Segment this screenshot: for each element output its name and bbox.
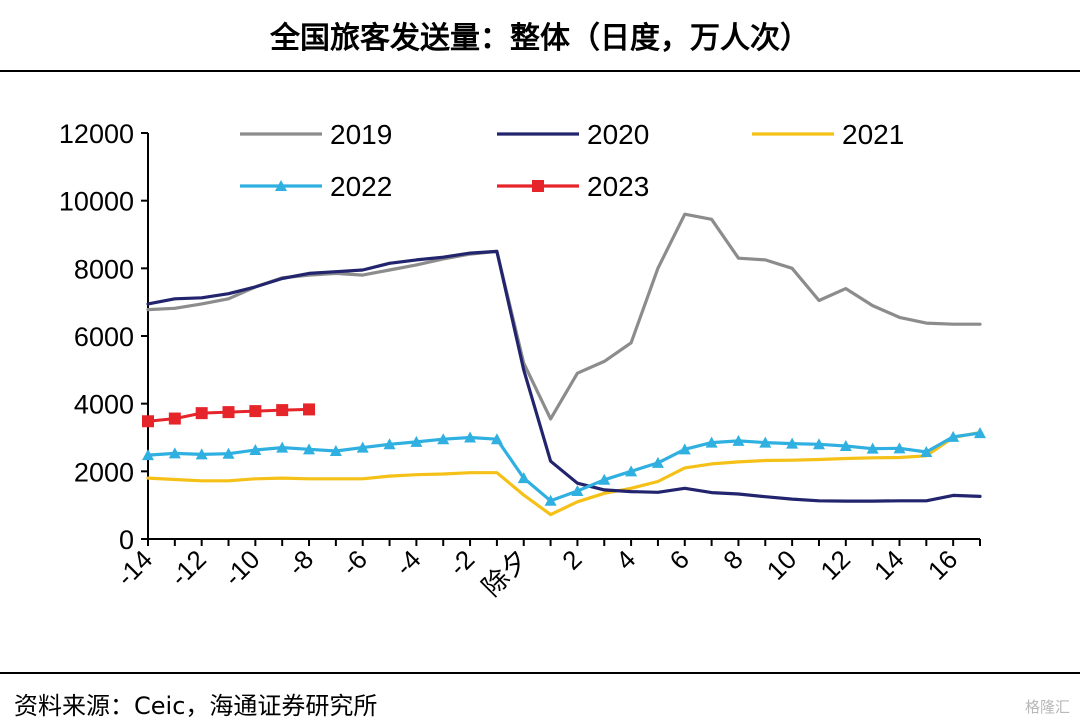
point-2023 bbox=[168, 412, 181, 425]
point-2022 bbox=[410, 435, 423, 447]
y-tick-label: 10000 bbox=[59, 187, 134, 217]
footer: 资料来源：Ceic，海通证券研究所 格隆汇 bbox=[0, 672, 1080, 725]
y-tick-label: 6000 bbox=[74, 322, 134, 352]
x-tick-label: -2 bbox=[443, 544, 481, 582]
point-2022 bbox=[437, 433, 450, 445]
y-tick-label: 4000 bbox=[74, 390, 134, 420]
legend-label-2020: 2020 bbox=[587, 119, 649, 150]
point-2022 bbox=[625, 465, 638, 477]
point-2022 bbox=[598, 473, 611, 485]
point-2022 bbox=[705, 436, 718, 448]
x-tick-label: -6 bbox=[335, 544, 373, 582]
point-2022 bbox=[383, 438, 396, 450]
point-2022 bbox=[329, 445, 342, 457]
point-2023 bbox=[195, 407, 208, 420]
x-tick-label: -10 bbox=[218, 544, 266, 592]
point-2023 bbox=[222, 406, 235, 419]
point-2023 bbox=[303, 403, 316, 416]
point-2022 bbox=[490, 433, 503, 445]
x-tick-label: 2 bbox=[556, 544, 587, 575]
series-line-2019 bbox=[146, 212, 982, 421]
point-2022 bbox=[893, 442, 906, 454]
x-tick-label: -12 bbox=[164, 544, 212, 592]
series-line-2022 bbox=[146, 431, 982, 503]
point-2022 bbox=[544, 494, 557, 506]
y-tick-label: 12000 bbox=[59, 119, 134, 149]
line-chart: 0 2000 4000 6000 8000 10000 12000 -14 -12 -10 -8 -6… bbox=[59, 119, 986, 602]
series-line-2021 bbox=[146, 430, 982, 517]
x-tick-label: 4 bbox=[610, 544, 641, 575]
x-tick-label: -8 bbox=[282, 544, 320, 582]
point-2022 bbox=[464, 431, 477, 443]
point-2022 bbox=[249, 444, 262, 456]
y-tick-label: 0 bbox=[119, 525, 134, 555]
legend-label-2023: 2023 bbox=[587, 171, 649, 202]
point-2022 bbox=[920, 446, 933, 458]
point-2022 bbox=[195, 448, 208, 460]
x-tick-label: 10 bbox=[761, 544, 803, 586]
x-tick-label: -14 bbox=[110, 544, 158, 592]
point-2022 bbox=[571, 484, 584, 496]
legend-label-2019: 2019 bbox=[330, 119, 392, 150]
x-tick-label: 16 bbox=[922, 544, 964, 586]
point-2022 bbox=[839, 439, 852, 451]
point-2022 bbox=[759, 436, 772, 448]
point-2023 bbox=[249, 405, 262, 418]
x-tick-label: 8 bbox=[717, 544, 748, 575]
x-tick-label: -4 bbox=[389, 544, 427, 582]
legend-label-2021: 2021 bbox=[842, 119, 904, 150]
x-tick-label: 12 bbox=[814, 544, 856, 586]
point-2022 bbox=[651, 456, 664, 468]
x-tick-label: 6 bbox=[664, 544, 695, 575]
legend-label-2022: 2022 bbox=[330, 171, 392, 202]
point-2022 bbox=[732, 434, 745, 446]
point-2022 bbox=[222, 447, 235, 459]
chart-area: 0 2000 4000 6000 8000 10000 12000 -14 -12 -10 -8 -6… bbox=[0, 72, 1080, 672]
series-line-2020 bbox=[146, 249, 982, 503]
x-tick-label: 除夕 bbox=[476, 544, 534, 602]
point-2022 bbox=[786, 437, 799, 449]
legend-marker-2023 bbox=[532, 180, 544, 192]
point-2022 bbox=[517, 472, 530, 484]
source-note: 资料来源：Ceic，海通证券研究所 bbox=[14, 692, 378, 720]
point-2022 bbox=[812, 438, 825, 450]
point-2022 bbox=[276, 441, 289, 453]
point-2022 bbox=[947, 430, 960, 442]
legend-marker-2022 bbox=[275, 180, 287, 191]
x-tick-label: 14 bbox=[868, 544, 910, 586]
point-2022 bbox=[303, 443, 316, 455]
point-2022 bbox=[678, 443, 691, 455]
watermark: 格隆汇 bbox=[1024, 698, 1070, 716]
point-2022 bbox=[866, 442, 879, 454]
y-tick-label: 8000 bbox=[74, 254, 134, 284]
point-2022 bbox=[356, 441, 369, 453]
point-2022 bbox=[168, 447, 181, 459]
point-2022 bbox=[974, 427, 986, 439]
point-2023 bbox=[142, 415, 154, 428]
point-2022 bbox=[142, 449, 154, 461]
y-tick-label: 2000 bbox=[74, 457, 134, 487]
page-title: 全国旅客发送量：整体（日度，万人次） bbox=[0, 0, 1080, 72]
point-2023 bbox=[276, 404, 289, 417]
